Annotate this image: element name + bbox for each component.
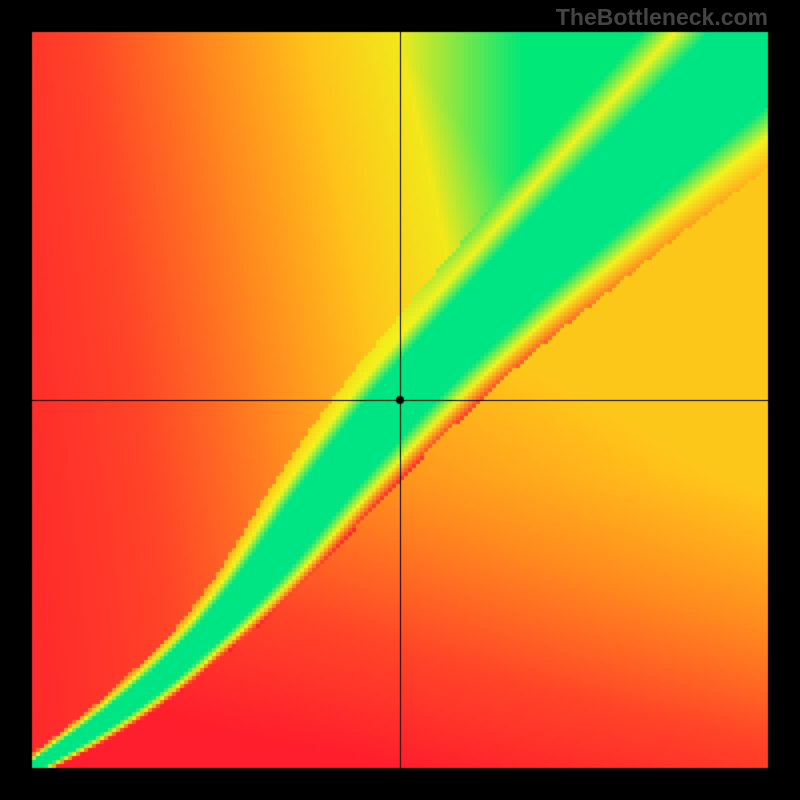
bottleneck-heatmap: [0, 0, 800, 800]
chart-container: TheBottleneck.com: [0, 0, 800, 800]
watermark-text: TheBottleneck.com: [556, 4, 768, 31]
